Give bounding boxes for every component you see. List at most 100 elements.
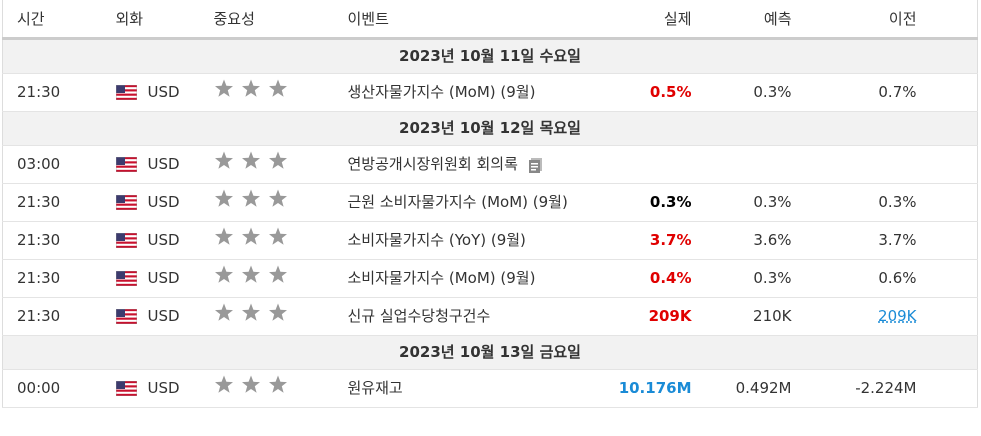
us-flag <box>115 308 137 325</box>
time: 21:30 <box>2 73 101 112</box>
previous-cell: 0.7% <box>800 73 926 112</box>
us-flag <box>115 270 137 287</box>
importance-stars <box>214 303 287 321</box>
event-cell: 생산자물가지수 (MoM) (9월) <box>325 73 596 112</box>
us-flag <box>115 84 137 101</box>
importance-stars <box>214 227 287 245</box>
time: 21:30 <box>2 297 101 336</box>
forecast-value: 0.3% <box>753 269 792 287</box>
event-row[interactable]: 00:00 USD 원유재고 10.176M 0.492M -2.224M <box>2 369 978 408</box>
event-row[interactable]: 21:30 USD 소비자물가지수 (YoY) (9월) 3.7% 3.6% 3.7% <box>2 221 978 260</box>
event-row[interactable]: 21:30 USD 생산자물가지수 (MoM) (9월) 0.5% 0.3% 0.7% <box>2 73 978 112</box>
date-row: 2023년 10월 11일 수요일 <box>2 38 978 74</box>
event-row[interactable]: 21:30 USD 근원 소비자물가지수 (MoM) (9월) 0.3% 0.3% 0.3… <box>2 183 978 222</box>
actual <box>595 145 701 184</box>
event-name[interactable]: 연방공개시장위원회 회의록 <box>347 155 518 173</box>
currency-cell: USD <box>100 145 198 184</box>
event-name[interactable]: 소비자물가지수 (MoM) (9월) <box>347 269 536 287</box>
time: 00:00 <box>2 369 101 408</box>
column-header: 예측 <box>700 0 801 40</box>
actual: 0.3% <box>595 183 701 222</box>
forecast: 210K <box>700 297 801 336</box>
forecast: 0.3% <box>700 259 801 298</box>
event-cell: 신규 실업수당청구건수 <box>325 297 596 336</box>
event-cell: 소비자물가지수 (MoM) (9월) <box>325 259 596 298</box>
date-label: 2023년 10월 12일 목요일 <box>2 111 978 146</box>
event-name[interactable]: 신규 실업수당청구건수 <box>347 307 491 325</box>
time: 21:30 <box>2 183 101 222</box>
spacer <box>925 145 978 184</box>
previous-cell: 209K <box>800 297 926 336</box>
currency: USD <box>147 269 180 287</box>
time: 21:30 <box>2 221 101 260</box>
forecast-value: 0.3% <box>753 83 792 101</box>
importance <box>197 73 326 112</box>
previous-cell: -2.224M <box>800 369 926 408</box>
previous: 0.3% <box>878 193 917 211</box>
currency: USD <box>147 193 180 211</box>
currency: USD <box>147 379 180 397</box>
forecast-value: 210K <box>753 307 792 325</box>
spacer <box>925 259 978 298</box>
event-name[interactable]: 근원 소비자물가지수 (MoM) (9월) <box>347 193 568 211</box>
event-cell: 연방공개시장위원회 회의록 <box>325 145 596 184</box>
importance <box>197 145 326 184</box>
event-cell: 원유재고 <box>325 369 596 408</box>
column-header: 중요성 <box>197 0 326 40</box>
event-cell: 근원 소비자물가지수 (MoM) (9월) <box>325 183 596 222</box>
previous: -2.224M <box>855 379 917 397</box>
time: 03:00 <box>2 145 101 184</box>
date-label: 2023년 10월 13일 금요일 <box>2 335 978 370</box>
importance-stars <box>214 79 287 97</box>
us-flag <box>115 194 137 211</box>
actual: 10.176M <box>595 369 701 408</box>
importance <box>197 183 326 222</box>
forecast-value: 0.492M <box>735 379 792 397</box>
currency-cell: USD <box>100 221 198 260</box>
currency-cell: USD <box>100 183 198 222</box>
actual: 3.7% <box>595 221 701 260</box>
column-header: 시간 <box>2 0 101 40</box>
previous-cell: 3.7% <box>800 221 926 260</box>
event-name[interactable]: 생산자물가지수 (MoM) (9월) <box>347 83 536 101</box>
actual: 0.4% <box>595 259 701 298</box>
header-row: 시간 외화 중요성 이벤트 실제 예측 이전 <box>2 0 978 40</box>
previous[interactable]: 209K <box>878 307 917 325</box>
us-flag <box>115 232 137 249</box>
event-row[interactable]: 21:30 USD 신규 실업수당청구건수 209K 210K 209K <box>2 297 978 336</box>
spacer <box>925 0 978 40</box>
currency-cell: USD <box>100 73 198 112</box>
spacer <box>925 183 978 222</box>
importance <box>197 297 326 336</box>
column-header: 이전 <box>800 0 926 40</box>
currency-cell: USD <box>100 259 198 298</box>
calendar-table: 시간 외화 중요성 이벤트 실제 예측 이전 2023년 10월 11일 수요일 21:30 U… <box>2 0 978 408</box>
document-icon[interactable] <box>528 157 544 173</box>
importance <box>197 259 326 298</box>
event-row[interactable]: 03:00 USD 연방공개시장위원회 회의록 <box>2 145 978 184</box>
spacer <box>925 297 978 336</box>
event-cell: 소비자물가지수 (YoY) (9월) <box>325 221 596 260</box>
forecast-value: 3.6% <box>753 231 792 249</box>
table-body: 2023년 10월 11일 수요일 21:30 USD 생산자물가지수 (MoM) (… <box>2 38 978 408</box>
spacer <box>925 221 978 260</box>
us-flag <box>115 156 137 173</box>
importance-stars <box>214 151 287 169</box>
event-name[interactable]: 원유재고 <box>347 379 403 397</box>
date-row: 2023년 10월 12일 목요일 <box>2 111 978 146</box>
importance <box>197 369 326 408</box>
actual: 0.5% <box>595 73 701 112</box>
column-header: 외화 <box>100 0 198 40</box>
date-row: 2023년 10월 13일 금요일 <box>2 335 978 370</box>
currency: USD <box>147 155 180 173</box>
time: 21:30 <box>2 259 101 298</box>
currency: USD <box>147 83 180 101</box>
event-row[interactable]: 21:30 USD 소비자물가지수 (MoM) (9월) 0.4% 0.3% 0.6% <box>2 259 978 298</box>
forecast: 0.3% <box>700 183 801 222</box>
spacer <box>925 73 978 112</box>
us-flag <box>115 380 137 397</box>
importance-stars <box>214 265 287 283</box>
forecast-value: 0.3% <box>753 193 792 211</box>
event-name[interactable]: 소비자물가지수 (YoY) (9월) <box>347 231 526 249</box>
forecast: 3.6% <box>700 221 801 260</box>
